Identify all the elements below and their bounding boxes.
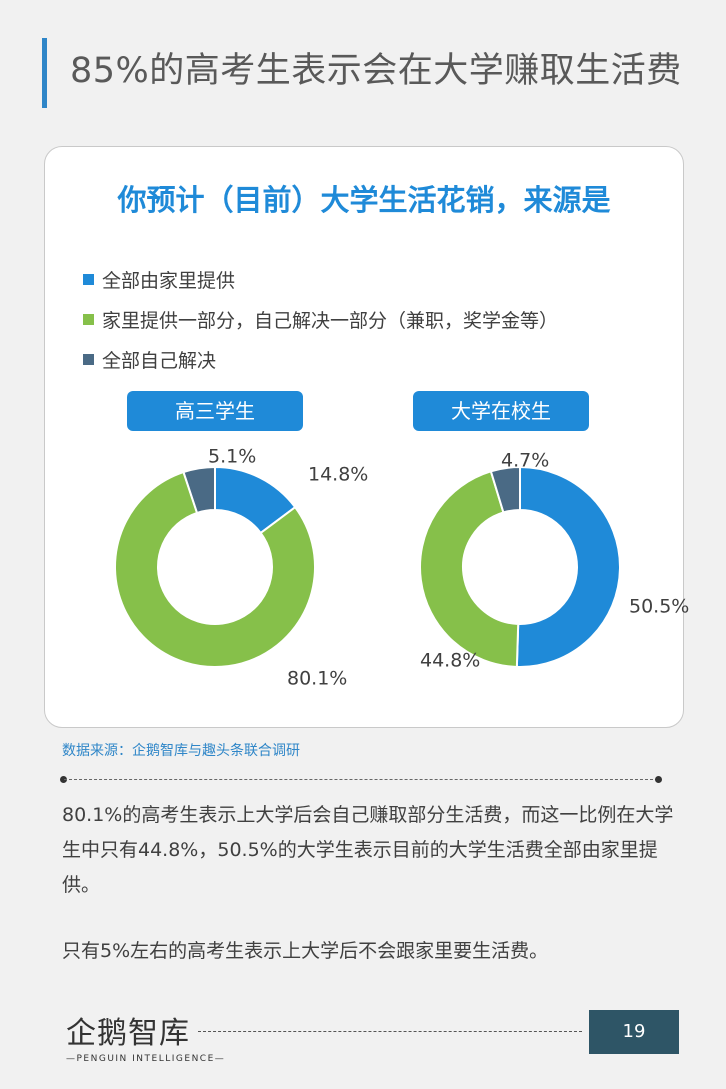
legend-label: 全部由家里提供 xyxy=(102,269,236,292)
donut-chart-high-school: 14.8% 80.1% 5.1% xyxy=(114,446,368,690)
chart-title-college: 大学在校生 xyxy=(413,391,589,431)
legend-swatch xyxy=(83,273,94,285)
chart-card-title: 你预计（目前）大学生活花销，来源是 xyxy=(117,183,611,217)
legend-item: 家里提供一部分，自己解决一部分（兼职，奖学金等） xyxy=(83,299,558,339)
data-label: 44.8% xyxy=(420,650,480,672)
section-divider xyxy=(64,779,658,780)
data-label: 5.1% xyxy=(208,446,256,468)
chart-card: 你预计（目前）大学生活花销，来源是 全部由家里提供 家里提供一部分，自己解决一部… xyxy=(44,146,689,728)
donut-slice xyxy=(114,470,316,668)
data-label: 14.8% xyxy=(308,464,368,486)
legend-swatch xyxy=(83,313,94,325)
penguin-logo: 企鹅智库 —PENGUIN INTELLIGENCE— xyxy=(66,1008,225,1064)
page-title: 85%的高考生表示会在大学赚取生活费 xyxy=(70,51,682,91)
chart-title-high-school: 高三学生 xyxy=(127,391,303,431)
data-source: 数据来源：企鹅智库与趣头条联合调研 xyxy=(62,743,300,759)
body-paragraph: 80.1%的高考生表示上大学后会自己赚取部分生活费，而这一比例在大学生中只有44… xyxy=(62,804,674,896)
chart-legend: 全部由家里提供 家里提供一部分，自己解决一部分（兼职，奖学金等） 全部自己解决 xyxy=(83,259,558,379)
data-label: 80.1% xyxy=(287,668,347,690)
title-accent-bar xyxy=(42,38,47,108)
divider-dot-right xyxy=(655,776,662,783)
donut-slice xyxy=(182,465,216,515)
legend-label: 家里提供一部分，自己解决一部分（兼职，奖学金等） xyxy=(102,309,559,332)
legend-swatch xyxy=(83,353,94,365)
donut-chart-college: 50.5% 44.8% 4.7% xyxy=(419,450,689,672)
divider-dot-left xyxy=(60,776,67,783)
footer-divider xyxy=(198,1031,582,1032)
legend-label: 全部自己解决 xyxy=(102,349,217,372)
donut-slice xyxy=(515,465,621,668)
body-paragraph: 只有5%左右的高考生表示上大学后不会跟家里要生活费。 xyxy=(62,940,549,962)
donut-slice xyxy=(489,465,521,514)
data-label: 4.7% xyxy=(501,450,549,472)
logo-name-cn: 企鹅智库 xyxy=(66,1016,190,1051)
donut-slice xyxy=(419,470,520,668)
legend-item: 全部由家里提供 xyxy=(83,259,558,299)
page-number: 19 xyxy=(589,1010,679,1054)
data-label: 50.5% xyxy=(629,596,689,618)
body-text: 80.1%的高考生表示上大学后会自己赚取部分生活费，而这一比例在大学生中只有44… xyxy=(62,798,674,969)
logo-name-en: —PENGUIN INTELLIGENCE— xyxy=(66,1054,226,1064)
legend-item: 全部自己解决 xyxy=(83,339,558,379)
